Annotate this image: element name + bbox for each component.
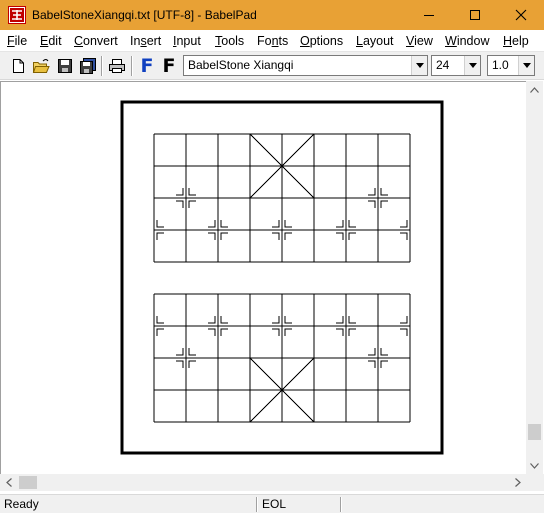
font-black-button[interactable]: F xyxy=(159,56,179,76)
horizontal-scroll-thumb[interactable] xyxy=(19,476,37,489)
menu-view[interactable]: View xyxy=(406,34,433,48)
board-frame xyxy=(120,100,444,455)
menu-window[interactable]: Window xyxy=(445,34,490,48)
position-marker xyxy=(400,220,408,240)
menu-layout[interactable]: Layout xyxy=(356,34,394,48)
position-marker xyxy=(272,220,292,240)
position-marker xyxy=(208,220,228,240)
scrollbar-corner xyxy=(526,474,544,491)
toolbar: F F BabelStone Xiangqi 24 1.0 xyxy=(0,52,544,80)
vertical-scroll-thumb[interactable] xyxy=(528,423,541,440)
scroll-down-button[interactable] xyxy=(526,457,543,474)
font-name-select[interactable]: BabelStone Xiangqi xyxy=(183,55,428,76)
line-spacing-select[interactable]: 1.0 xyxy=(487,55,535,76)
position-marker xyxy=(400,316,408,336)
chevron-right-icon xyxy=(514,478,521,487)
title-bar[interactable]: BabelStoneXiangqi.txt [UTF-8] - BabelPad xyxy=(0,0,544,30)
print-button[interactable] xyxy=(107,56,127,76)
font-size-select[interactable]: 24 xyxy=(431,55,481,76)
maximize-button[interactable] xyxy=(452,0,498,30)
position-marker xyxy=(176,188,196,208)
close-button[interactable] xyxy=(498,0,544,30)
font-size-value: 24 xyxy=(436,58,450,72)
save-button[interactable] xyxy=(55,56,75,76)
close-icon xyxy=(515,9,527,21)
vertical-scrollbar[interactable] xyxy=(526,81,543,474)
menu-convert[interactable]: Convert xyxy=(74,34,118,48)
menu-edit[interactable]: Edit xyxy=(40,34,62,48)
font-f-blue-icon: F xyxy=(140,55,154,77)
status-eol: EOL xyxy=(262,497,287,511)
palace-diagonal xyxy=(249,133,315,199)
menu-fonts[interactable]: Fonts xyxy=(257,34,289,48)
status-divider xyxy=(340,497,342,512)
app-icon[interactable] xyxy=(8,6,26,24)
font-blue-button[interactable]: F xyxy=(137,56,157,76)
status-text: Ready xyxy=(4,497,39,511)
scroll-up-button[interactable] xyxy=(526,81,543,98)
new-document-icon xyxy=(13,59,24,73)
palace-diagonal xyxy=(249,357,315,423)
text-editor[interactable] xyxy=(0,81,526,474)
chevron-down-icon xyxy=(530,462,539,469)
chevron-down-icon xyxy=(415,63,424,68)
menu-help[interactable]: Help xyxy=(503,34,529,48)
scroll-left-button[interactable] xyxy=(0,474,17,491)
print-icon xyxy=(109,59,125,73)
save-all-icon xyxy=(80,58,96,74)
chevron-left-icon xyxy=(5,478,12,487)
font-f-black-icon: F xyxy=(162,55,176,77)
xiangqi-board xyxy=(120,100,444,455)
horizontal-scrollbar[interactable] xyxy=(0,474,526,491)
position-marker xyxy=(156,220,164,240)
position-marker xyxy=(208,316,228,336)
menu-options[interactable]: Options xyxy=(300,34,344,48)
chevron-down-icon xyxy=(468,63,477,68)
position-marker xyxy=(272,316,292,336)
chevron-down-icon xyxy=(522,63,531,68)
menu-file[interactable]: File xyxy=(7,34,28,48)
toolbar-separator xyxy=(101,56,103,76)
position-marker xyxy=(336,220,356,240)
line-spacing-dropdown[interactable] xyxy=(518,56,534,75)
font-name-value: BabelStone Xiangqi xyxy=(188,58,294,72)
font-size-dropdown[interactable] xyxy=(464,56,480,75)
menu-bar: File Edit Convert Insert Input Tools Fon… xyxy=(0,30,544,52)
toolbar-separator xyxy=(131,56,133,76)
new-document-button[interactable] xyxy=(8,56,28,76)
open-button[interactable] xyxy=(31,56,51,76)
window-title: BabelStoneXiangqi.txt [UTF-8] - BabelPad xyxy=(32,8,257,22)
position-marker xyxy=(336,316,356,336)
menu-tools[interactable]: Tools xyxy=(215,34,245,48)
font-name-dropdown[interactable] xyxy=(411,56,427,75)
position-marker xyxy=(156,316,164,336)
minimize-icon xyxy=(424,15,434,16)
minimize-button[interactable] xyxy=(406,0,452,30)
position-marker xyxy=(176,348,196,368)
chevron-up-icon xyxy=(530,86,539,93)
maximize-icon xyxy=(470,10,480,20)
position-marker xyxy=(368,188,388,208)
line-spacing-value: 1.0 xyxy=(492,58,509,72)
status-bar: Ready EOL xyxy=(0,494,544,513)
open-folder-icon xyxy=(32,59,50,73)
scroll-right-button[interactable] xyxy=(509,474,526,491)
save-icon xyxy=(58,59,72,73)
status-divider xyxy=(256,497,258,512)
save-all-button[interactable] xyxy=(78,56,98,76)
menu-input[interactable]: Input xyxy=(173,34,201,48)
menu-insert[interactable]: Insert xyxy=(130,34,162,48)
position-marker xyxy=(368,348,388,368)
